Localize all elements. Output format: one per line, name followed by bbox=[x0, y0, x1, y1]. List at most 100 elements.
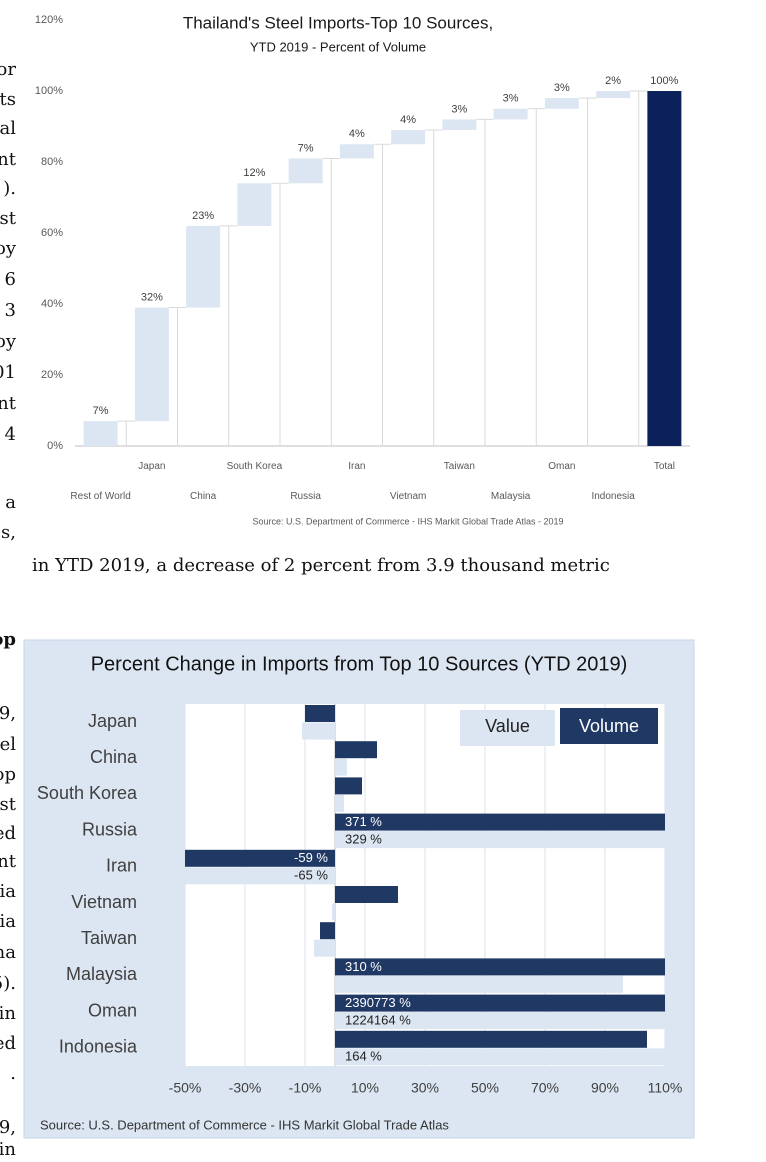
legend-label: Value bbox=[485, 716, 530, 736]
x-tick-label-box: Rest of World bbox=[70, 491, 130, 502]
x-tick-label-box: Vietnam bbox=[389, 491, 427, 502]
text-fragment: a bbox=[5, 492, 16, 513]
bar bbox=[335, 758, 347, 776]
x-tick-label-box: Iran bbox=[348, 461, 366, 472]
bar bbox=[335, 794, 344, 812]
x-tick-label: South Korea bbox=[226, 461, 283, 472]
text-fragment: op bbox=[0, 764, 16, 785]
text-fragment: in bbox=[0, 1139, 16, 1160]
x-tick-label: -10% bbox=[289, 1080, 322, 1096]
y-tick-label: Russia bbox=[82, 819, 138, 839]
text-fragment: st bbox=[0, 794, 16, 815]
x-tick-label-box: South Korea bbox=[226, 461, 283, 472]
x-tick-label: Oman bbox=[548, 461, 576, 472]
bar bbox=[339, 144, 374, 159]
y-tick-label: 100% bbox=[35, 85, 63, 97]
x-tick-label: Iran bbox=[348, 461, 366, 472]
text-fragment: . bbox=[10, 1063, 16, 1084]
x-tick-label: Russia bbox=[290, 491, 321, 502]
text-fragment: 01 bbox=[0, 362, 16, 383]
bar bbox=[332, 903, 335, 921]
text-fragment: 9, bbox=[0, 703, 16, 724]
text-fragment: in bbox=[0, 1003, 16, 1024]
x-tick-label: Total bbox=[653, 461, 675, 472]
data-label: 2390773 % bbox=[345, 995, 411, 1010]
data-label: 32% bbox=[141, 291, 163, 303]
text-fragment: na bbox=[0, 942, 16, 963]
source-note: Source: U.S. Department of Commerce - IH… bbox=[40, 1117, 449, 1132]
y-tick-label: 0% bbox=[47, 440, 63, 452]
bar bbox=[335, 994, 665, 1012]
text-fragment: al bbox=[0, 118, 16, 139]
data-label: 4% bbox=[349, 128, 365, 140]
source-note: Source: U.S. Department of Commerce - IH… bbox=[252, 516, 563, 526]
x-tick-label-box: Total bbox=[653, 461, 675, 472]
data-label: 371 % bbox=[345, 814, 382, 829]
x-tick-label: Vietnam bbox=[389, 491, 427, 502]
text-fragment: ia bbox=[0, 881, 16, 902]
text-fragment: ). bbox=[3, 178, 16, 199]
bar bbox=[335, 741, 377, 759]
bar bbox=[237, 183, 272, 226]
bar bbox=[134, 307, 169, 422]
bar bbox=[83, 421, 118, 446]
bar bbox=[544, 98, 579, 109]
y-tick-label: Taiwan bbox=[81, 928, 137, 948]
text-fragment: ed bbox=[0, 823, 16, 844]
bar bbox=[335, 958, 665, 976]
x-tick-label-box: Indonesia bbox=[591, 491, 635, 502]
bar bbox=[335, 1012, 665, 1030]
bar bbox=[391, 130, 426, 145]
text-fragment: op bbox=[0, 629, 16, 650]
y-tick-label: Japan bbox=[88, 711, 137, 731]
data-label: -65 % bbox=[294, 868, 328, 883]
bar bbox=[288, 158, 323, 184]
x-tick-label-box: Russia bbox=[290, 491, 321, 502]
text-fragment: oy bbox=[0, 238, 16, 259]
bar bbox=[335, 1048, 665, 1066]
text-line: in YTD 2019, a decrease of 2 percent fro… bbox=[32, 555, 610, 576]
x-tick-label-box: Malaysia bbox=[490, 491, 531, 502]
y-tick-label: China bbox=[90, 747, 138, 767]
x-tick-label: Taiwan bbox=[443, 461, 475, 472]
bar bbox=[185, 867, 335, 885]
y-tick-label: Malaysia bbox=[66, 964, 138, 984]
bar bbox=[647, 91, 682, 446]
x-tick-label-box: Oman bbox=[548, 461, 576, 472]
data-label: 164 % bbox=[345, 1049, 382, 1064]
text-fragment: st bbox=[0, 208, 16, 229]
bar bbox=[335, 1030, 647, 1048]
x-tick-label-box: Taiwan bbox=[443, 461, 475, 472]
data-label: 7% bbox=[298, 142, 314, 154]
data-label: 23% bbox=[192, 210, 214, 222]
y-tick-label: 40% bbox=[41, 298, 63, 310]
x-tick-label: 50% bbox=[471, 1080, 499, 1096]
text-fragment: nt bbox=[0, 393, 16, 414]
text-fragment: ts bbox=[0, 89, 16, 110]
y-tick-label: Iran bbox=[106, 856, 137, 876]
bar bbox=[335, 813, 665, 831]
text-fragment: 9, bbox=[0, 1117, 16, 1138]
x-tick-label: 70% bbox=[531, 1080, 559, 1096]
x-tick-label: -50% bbox=[169, 1080, 202, 1096]
legend-swatch bbox=[560, 708, 658, 744]
data-label: 3% bbox=[554, 82, 570, 94]
text-fragment: 4 bbox=[4, 424, 16, 445]
text-fragment: nt bbox=[0, 149, 16, 170]
chart-subtitle: YTD 2019 - Percent of Volume bbox=[250, 39, 426, 54]
data-label: 3% bbox=[451, 103, 467, 115]
x-tick-label: Indonesia bbox=[591, 491, 635, 502]
y-tick-label: 20% bbox=[41, 369, 63, 381]
data-label: -59 % bbox=[294, 850, 328, 865]
text-fragment: s, bbox=[1, 522, 16, 543]
text-fragment: nt bbox=[0, 851, 16, 872]
data-label: 100% bbox=[650, 75, 678, 87]
y-tick-label: 60% bbox=[41, 227, 63, 239]
bar bbox=[186, 225, 221, 308]
x-tick-label: Malaysia bbox=[490, 491, 531, 502]
data-label: 329 % bbox=[345, 832, 382, 847]
text-fragment: 3 bbox=[4, 300, 16, 321]
bar bbox=[302, 722, 335, 740]
bar bbox=[493, 108, 528, 120]
